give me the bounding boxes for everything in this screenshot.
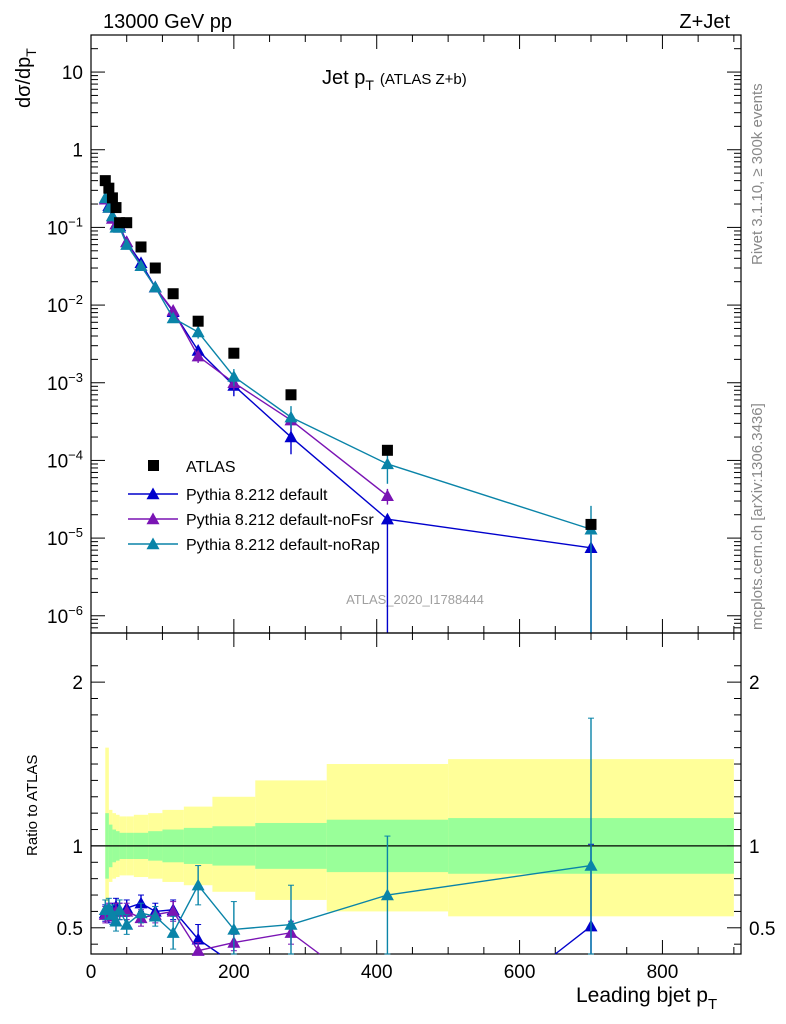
ratio-y-tick-label-right: 1	[749, 837, 760, 858]
series-point	[120, 238, 134, 250]
data-point	[149, 262, 161, 274]
ratio-point	[584, 859, 598, 871]
ratio-y-tick-label-right: 2	[749, 673, 760, 694]
data-point	[585, 518, 597, 530]
series-point	[191, 349, 205, 362]
legend-marker	[146, 537, 160, 550]
series-point	[380, 489, 394, 502]
ratio-point	[284, 918, 298, 930]
data-point	[110, 202, 122, 214]
data-point	[99, 175, 111, 187]
series-point	[134, 259, 148, 272]
series-line	[104, 198, 592, 549]
x-tick-label: 200	[218, 962, 250, 983]
x-tick-label: 600	[504, 962, 536, 983]
ratio-series-2	[98, 717, 598, 955]
series-0	[98, 192, 598, 633]
series-point	[166, 311, 180, 324]
ratio-point	[380, 888, 394, 901]
series-point	[380, 457, 394, 470]
y-tick-label: 1	[72, 141, 83, 162]
y-tick-label: 10−2	[47, 292, 83, 317]
energy-label: 13000 GeV pp	[103, 11, 232, 33]
ratio-y-tick-label: 0.5	[57, 919, 83, 940]
legend-label: Pythia 8.212 default-noRap	[186, 537, 380, 554]
ratio-point	[134, 906, 148, 919]
ratio-point	[113, 903, 127, 915]
x-tick-label: 400	[361, 962, 393, 983]
legend: ATLAS Pythia 8.212 default Pythia 8.212 de…	[128, 459, 380, 554]
data-point	[103, 182, 115, 194]
data-point	[228, 347, 240, 359]
data-point	[106, 192, 118, 204]
series-line	[104, 197, 592, 530]
series-1	[98, 192, 394, 505]
plot-title-suffix: (ATLAS Z+b)	[380, 71, 467, 88]
xlabel-sub: T	[708, 996, 717, 1013]
main-ylabel: dσ/dpT	[13, 48, 39, 108]
plot-title-sub: T	[365, 77, 374, 93]
main-ylabel-sub: T	[23, 48, 39, 57]
series-line	[104, 199, 388, 497]
mcplots-label: mcplots.cern.ch [arXiv:1306.3436]	[749, 403, 766, 630]
y-tick-label: 10−1	[47, 214, 83, 239]
ratio-frame	[90, 632, 742, 955]
plot-title-main: Jet p	[322, 67, 365, 89]
y-tick-label: 10−5	[47, 525, 83, 550]
data-point	[381, 444, 393, 456]
legend-marker	[146, 512, 160, 525]
legend-label: Pythia 8.212 default	[186, 487, 328, 504]
series-point	[284, 430, 298, 443]
plot-title: Jet pT (ATLAS Z+b)	[322, 67, 467, 93]
y-tick-label: 10−4	[47, 447, 83, 472]
ratio-y-tick-label-right: 0.5	[749, 919, 775, 940]
rivet-label: Rivet 3.1.10, ≥ 300k events	[749, 83, 766, 265]
data-point	[135, 241, 147, 253]
y-tick-label: 10−6	[47, 603, 83, 628]
ratio-y-tick-label: 1	[72, 837, 83, 858]
series-point	[227, 370, 241, 382]
data-point	[285, 389, 297, 401]
ratio-ylabel: Ratio to ATLAS	[24, 755, 41, 856]
data-point	[121, 217, 133, 229]
legend-label-atlas: ATLAS	[186, 459, 236, 476]
analysis-watermark: ATLAS_2020_I1788444	[346, 592, 484, 607]
ratio-point	[166, 904, 180, 917]
legend-marker-atlas	[148, 460, 159, 471]
ratio-point	[134, 896, 148, 909]
ratio-point	[191, 878, 205, 891]
main-panel: 10 1 10−1 10−2 10−3 10−4 10−5 10−6	[47, 34, 742, 634]
data-point	[192, 315, 204, 327]
data-point	[167, 288, 179, 300]
ratio-point	[227, 922, 241, 935]
ratio-point	[120, 918, 134, 930]
ratio-point	[148, 909, 162, 922]
ratio-y-tick-label: 2	[72, 673, 83, 694]
series-point	[148, 280, 162, 293]
main-ylabel-main: dσ/dp	[13, 57, 35, 108]
x-tick-label: 0	[86, 962, 97, 983]
ratio-point	[191, 944, 205, 956]
series-2	[98, 191, 598, 633]
ratio-panel: 0 200 400 600 800 0.5 0.5 1 1 2 2	[57, 632, 775, 983]
xlabel: Leading bjet pT	[576, 984, 717, 1013]
series-point	[380, 512, 394, 525]
ratio-point	[166, 926, 180, 938]
y-tick-label: 10−3	[47, 370, 83, 395]
xlabel-main: Leading bjet p	[576, 984, 708, 1007]
ratio-point	[191, 932, 205, 945]
series-point	[284, 410, 298, 423]
legend-label: Pythia 8.212 default-noFsr	[186, 512, 374, 529]
series-point	[191, 325, 205, 338]
x-tick-label: 800	[647, 962, 679, 983]
process-label: Z+Jet	[679, 11, 730, 33]
y-tick-label: 10	[62, 63, 83, 84]
ratio-point	[109, 914, 123, 927]
data-point	[114, 217, 126, 229]
atlas-data	[99, 175, 597, 530]
legend-marker	[146, 487, 160, 500]
